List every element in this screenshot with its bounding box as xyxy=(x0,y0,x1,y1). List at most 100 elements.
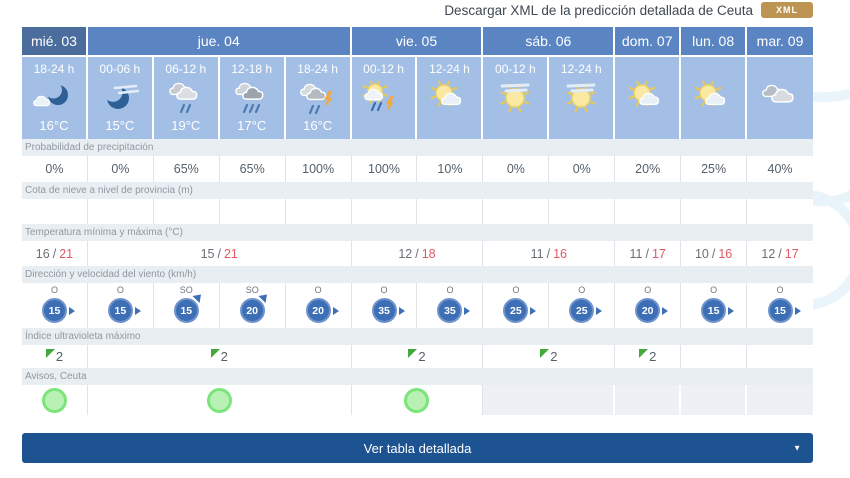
warning-cell xyxy=(87,385,352,415)
weather-icon-wrap xyxy=(164,79,208,116)
snow-level-value xyxy=(549,199,616,224)
forecast-cell: 12-24 h xyxy=(417,57,484,139)
wind-direction-arrow-icon xyxy=(192,290,205,304)
xml-download-button[interactable]: XML xyxy=(761,2,813,18)
uv-index-cell: 2 xyxy=(483,345,616,368)
day-header-lun08: lun. 08 xyxy=(681,27,748,57)
precipitation-value: 65% xyxy=(153,156,220,182)
period-temperature: 15°C xyxy=(105,118,135,133)
snow-level-value xyxy=(285,199,352,224)
wind-speed-badge: 20 xyxy=(635,298,669,323)
row-label-warnings: Avisos, Ceuta xyxy=(22,368,813,385)
day-header-jue04: jue. 04 xyxy=(87,27,352,57)
temperature-min-max: 11/16 xyxy=(483,241,616,266)
view-detailed-table-button[interactable]: Ver tabla detallada ▼ xyxy=(22,433,813,463)
temp-max: 16 xyxy=(718,246,733,261)
forecast-cell: 18-24 h 16°C xyxy=(285,57,352,139)
rain-dark-icon xyxy=(234,82,264,113)
uv-index-value: 2 xyxy=(55,349,64,364)
precipitation-value: 10% xyxy=(417,156,484,182)
wind-direction-label: O xyxy=(644,285,652,295)
wind-direction-label: O xyxy=(380,285,388,295)
moon-cirrus-icon xyxy=(103,82,140,109)
moon-cloud-icon xyxy=(33,81,68,106)
uv-flag-icon xyxy=(639,348,649,358)
weather-icon-wrap xyxy=(230,79,274,116)
wind-direction-label: O xyxy=(710,285,718,295)
green-warning-level-icon xyxy=(206,387,232,413)
period-label: 12-24 h xyxy=(560,62,602,76)
wind-direction-arrow-icon xyxy=(596,306,603,315)
uv-flag-icon xyxy=(540,348,550,358)
temp-separator: / xyxy=(415,246,419,261)
wind-speed-badge: 35 xyxy=(371,298,405,323)
temp-max: 17 xyxy=(784,246,799,261)
uv-index-cell xyxy=(747,345,813,368)
weather-icon-wrap xyxy=(758,79,802,116)
forecast-cell: 12-24 h xyxy=(549,57,616,139)
temp-max: 21 xyxy=(59,246,74,261)
forecast-cell: 00-12 h xyxy=(351,57,418,139)
wind-direction-arrow-icon xyxy=(662,306,669,315)
temp-separator: / xyxy=(645,246,649,261)
wind-cell: SO 15 xyxy=(153,283,220,328)
wind-speed-badge: 15 xyxy=(173,290,205,323)
wind-direction-label: O xyxy=(776,285,784,295)
wind-speed-badge: 25 xyxy=(503,298,537,323)
period-temperature: 17°C xyxy=(237,118,267,133)
wind-cell: O 15 xyxy=(747,283,813,328)
wind-cell: O 20 xyxy=(285,283,352,328)
sun-cloud-icon xyxy=(694,80,726,106)
period-temperature: 16°C xyxy=(39,118,69,133)
uv-index-cell: 2 xyxy=(87,345,352,368)
wind-direction-arrow-icon xyxy=(134,306,141,315)
weather-icon-wrap xyxy=(296,79,340,116)
temp-max: 18 xyxy=(421,246,436,261)
green-warning-level-icon xyxy=(404,387,430,413)
snow-level-value xyxy=(153,199,220,224)
row-label-snow: Cota de nieve a nivel de provincia (m) xyxy=(22,182,813,199)
temp-min: 11 xyxy=(530,246,544,261)
wind-direction-label: O xyxy=(116,285,124,295)
temperature-min-max: 16/21 xyxy=(22,241,88,266)
snow-level-value xyxy=(615,199,682,224)
forecast-cell: 12-18 h 17°C xyxy=(219,57,286,139)
wind-direction-arrow-icon xyxy=(728,306,735,315)
wind-direction-label: O xyxy=(446,285,454,295)
wind-direction-arrow-icon xyxy=(332,306,339,315)
forecast-table: mié. 03 jue. 04 vie. 05 sáb. 06 dom. 07 lun. … xyxy=(22,27,813,415)
warning-cell xyxy=(483,385,616,415)
precipitation-value: 0% xyxy=(483,156,550,182)
wind-direction-label: O xyxy=(512,285,520,295)
row-label-precipitation: Probabilidad de precipitación xyxy=(22,139,813,156)
period-label: 18-24 h xyxy=(297,62,338,76)
row-label-uv: Índice ultravioleta máximo xyxy=(22,328,813,345)
temp-min: 11 xyxy=(629,246,643,261)
warning-cell xyxy=(22,385,88,415)
wind-cell: O 25 xyxy=(483,283,550,328)
weather-icon-wrap xyxy=(625,79,669,116)
snow-level-value xyxy=(681,199,748,224)
period-label: 00-12 h xyxy=(363,62,404,76)
period-label: 00-06 h xyxy=(99,62,141,76)
wind-direction-arrow-icon xyxy=(258,290,271,304)
period-label: 06-12 h xyxy=(165,62,207,76)
precipitation-value: 25% xyxy=(681,156,748,182)
warning-cell xyxy=(615,385,682,415)
snow-level-value xyxy=(417,199,484,224)
wind-cell: O 25 xyxy=(549,283,616,328)
precipitation-value: 65% xyxy=(219,156,286,182)
precipitation-value: 20% xyxy=(615,156,682,182)
wind-direction-label: O xyxy=(314,285,322,295)
wind-cell: O 15 xyxy=(87,283,154,328)
weather-icon-wrap xyxy=(427,79,471,116)
temperature-min-max: 11/17 xyxy=(615,241,682,266)
uv-flag-icon xyxy=(45,348,55,358)
temp-separator: / xyxy=(778,246,782,261)
temperature-min-max: 12/18 xyxy=(351,241,484,266)
temp-max: 21 xyxy=(223,246,238,261)
weather-icon-wrap xyxy=(691,79,735,116)
weather-icon-wrap xyxy=(559,79,603,116)
wind-direction-arrow-icon xyxy=(530,306,537,315)
weather-icon-wrap xyxy=(493,79,537,116)
